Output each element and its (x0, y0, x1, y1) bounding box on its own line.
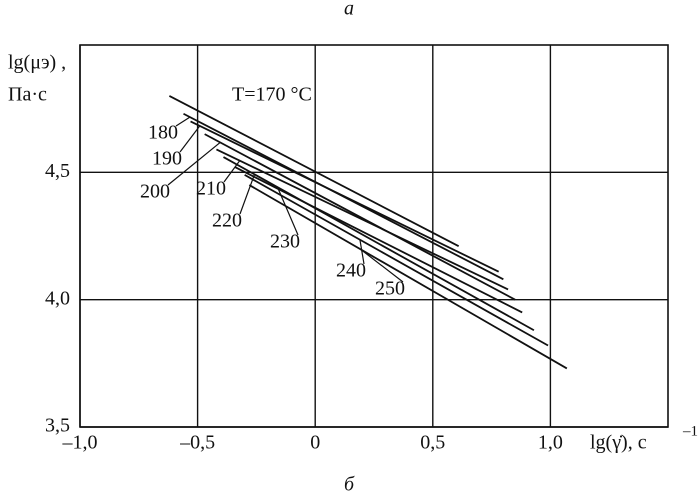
leader-line (175, 116, 191, 127)
series-label: 230 (270, 231, 300, 253)
leader-line (179, 125, 201, 153)
series-label: 180 (148, 122, 178, 144)
x-tick-label: –0,5 (179, 432, 215, 454)
y-axis-label: Па·с (8, 84, 47, 106)
series-label: 220 (212, 210, 242, 232)
leader-line (239, 174, 256, 215)
leader-line (360, 248, 404, 283)
leader-line (167, 141, 221, 186)
y-tick-label: 3,5 (45, 415, 70, 437)
x-tick-label: –1,0 (62, 432, 98, 454)
curve (190, 120, 500, 273)
caption-top: а (344, 0, 354, 20)
curve (234, 166, 523, 314)
curve (168, 95, 460, 247)
curve (204, 133, 516, 301)
curve (223, 156, 535, 332)
x-axis-label-exponent: –1 (682, 423, 698, 439)
x-tick-label: 0,5 (420, 432, 445, 454)
plot-frame (79, 44, 669, 428)
series-label: 250 (375, 278, 405, 300)
y-tick-label: 4,5 (45, 160, 70, 182)
x-axis-label: lg(γ̇), с (590, 432, 647, 454)
series-label: 200 (140, 181, 170, 203)
x-tick-label: 1,0 (538, 432, 563, 454)
leader-line (359, 239, 365, 265)
series-label: T=170 °C (232, 84, 312, 106)
y-tick-label: 4,0 (45, 287, 70, 309)
series-label: 240 (336, 260, 366, 282)
curve (248, 184, 568, 370)
series-label: 190 (152, 148, 182, 170)
y-axis-label: lg(μэ) , (8, 52, 66, 74)
x-tick-label: 0 (310, 432, 320, 454)
curve (244, 174, 549, 347)
caption-bottom: б (344, 474, 355, 496)
leader-line (277, 188, 299, 236)
curve (216, 148, 509, 291)
series-label: 210 (196, 178, 226, 200)
